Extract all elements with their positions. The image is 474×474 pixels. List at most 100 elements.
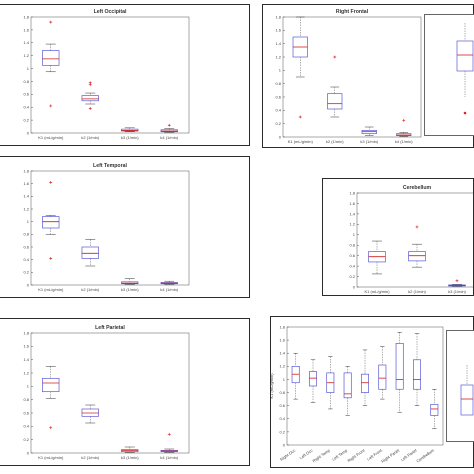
panel-left-parietal: Left Parietal 0 0.2 0.4 0.6 0.8 1 1.2 1.4 1.6 1.8 K… xyxy=(0,318,250,466)
outlier-point xyxy=(167,123,171,127)
plot-frame xyxy=(282,16,422,138)
y-tick-label: 1.2 xyxy=(349,222,355,227)
y-tick-label: 1.4 xyxy=(23,194,29,199)
y-tick-label: 0.8 xyxy=(279,390,285,395)
outlier-point xyxy=(88,107,92,110)
x-tick-label: K1 (mL/g/min) xyxy=(38,287,64,292)
chart-title: Left Temporal xyxy=(93,163,127,169)
y-tick-label: 0.8 xyxy=(23,79,29,84)
y-tick-label: 1 xyxy=(27,219,30,224)
outlier-point xyxy=(298,115,302,119)
box-iqr xyxy=(309,371,317,387)
y-tick-label: 0 xyxy=(27,450,30,455)
y-tick-label: 1.8 xyxy=(279,324,285,329)
chart-title: Left Occipital xyxy=(94,9,127,15)
y-tick-label: 0 xyxy=(27,282,30,287)
box-iqr xyxy=(42,50,60,66)
box-iqr xyxy=(81,246,99,259)
panel-cerebellum: Cerebellum 0 0.2 0.4 0.6 0.8 1 1.2 1.4 1.6 1.8 K1 (… xyxy=(322,178,474,296)
y-tick-label: 1.4 xyxy=(349,211,355,216)
panel-left-occipital: Left Occipital 0 0.2 0.4 0.6 0.8 1 1.2 1.4 1.6 1.8… xyxy=(0,4,250,146)
x-tick-label: k4 (1/min) xyxy=(160,455,178,460)
y-tick-label: 0.2 xyxy=(23,118,29,123)
chart-left-occipital: Left Occipital 0 0.2 0.4 0.6 0.8 1 1.2 1.4 1.6 1.8… xyxy=(23,9,190,140)
x-tick-label: Right Front xyxy=(346,447,366,463)
x-tick-label: Cerebellum xyxy=(415,447,435,463)
x-tick-label: k2 (1/min) xyxy=(81,287,99,292)
y-tick-label: 1 xyxy=(27,384,30,389)
y-tick-label: 1.6 xyxy=(23,181,29,186)
panel-k1-regions: 0 0.2 0.4 0.6 0.8 1 1.2 1.4 1.6 1.8 K1 (mL/g/min) R… xyxy=(270,316,474,468)
y-tick-label: 1.6 xyxy=(349,201,355,206)
chart-title: Cerebellum xyxy=(403,185,432,191)
chart-cerebellum: Cerebellum 0 0.2 0.4 0.6 0.8 1 1.2 1.4 1.6 1.8 K1 (… xyxy=(349,185,473,294)
y-tick-label: 1.4 xyxy=(23,357,29,362)
peek-plot-top-right xyxy=(424,14,474,136)
x-tick-label: k4 (1/min) xyxy=(160,135,178,140)
y-tick-label: 1 xyxy=(283,377,286,382)
plot-frame xyxy=(30,332,190,454)
outlier-point xyxy=(49,20,53,24)
y-tick-label: 0.8 xyxy=(349,243,355,248)
y-tick-label: 0.8 xyxy=(23,397,29,402)
peek-outlier xyxy=(463,111,467,115)
x-tick-label: k2 (1/min) xyxy=(81,455,99,460)
x-tick-label: K1 (mL/g/min) xyxy=(364,289,390,294)
outlier-point xyxy=(455,279,459,283)
y-axis-label: K1 (mL/g/min) xyxy=(271,373,274,399)
x-tick-label: k3 (1/min) xyxy=(360,139,378,144)
outlier-point xyxy=(49,426,53,430)
x-tick-label: K1 (mL/g/min) xyxy=(38,135,64,140)
y-tick-label: 1.2 xyxy=(275,54,281,59)
box-iqr xyxy=(430,404,439,416)
y-tick-label: 1.2 xyxy=(23,53,29,58)
y-tick-label: 1.8 xyxy=(275,14,281,19)
y-tick-label: 1 xyxy=(353,232,356,237)
y-tick-label: 1.8 xyxy=(23,14,29,19)
x-tick-label: Right Temp xyxy=(312,447,332,463)
y-tick-label: 1.4 xyxy=(23,40,29,45)
outlier-point xyxy=(167,432,171,436)
y-tick-label: 0.4 xyxy=(23,105,29,110)
chart-right-frontal: Right Frontal 0 0.2 0.4 0.6 0.8 1 1.2 1.4 1.6 1.8 K… xyxy=(275,9,422,144)
x-tick-label: Right Occ xyxy=(279,448,296,462)
box-iqr xyxy=(361,373,369,393)
y-tick-label: 0.2 xyxy=(23,437,29,442)
x-tick-label: k2 (1/min) xyxy=(408,289,426,294)
x-tick-label: k3 (1/min) xyxy=(121,287,139,292)
y-tick-label: 1 xyxy=(279,68,282,73)
x-tick-label: k2 (1/min) xyxy=(326,139,344,144)
chart-k1-regions: 0 0.2 0.4 0.6 0.8 1 1.2 1.4 1.6 1.8 K1 (mL/g/min) R… xyxy=(271,324,444,464)
chart-left-parietal: Left Parietal 0 0.2 0.4 0.6 0.8 1 1.2 1.4 1.6 1.8 K… xyxy=(23,325,190,460)
outlier-point xyxy=(49,181,53,184)
x-tick-label: k3 (1/min) xyxy=(121,455,139,460)
panel-left-temporal: Left Temporal 0 0.2 0.4 0.6 0.8 1 1.2 1.4 1.6 1.8 K… xyxy=(0,156,250,298)
plot-frame xyxy=(30,16,190,134)
y-tick-label: 1.2 xyxy=(279,364,285,369)
y-tick-label: 1.2 xyxy=(23,370,29,375)
box-iqr xyxy=(42,216,60,229)
peek-plot-bottom-right xyxy=(446,330,474,442)
y-tick-label: 0.2 xyxy=(349,274,355,279)
outlier-point xyxy=(49,104,53,108)
y-tick-label: 0.2 xyxy=(23,270,29,275)
peek-plot-top-right-svg xyxy=(456,23,474,115)
y-tick-label: 0 xyxy=(279,134,282,139)
y-tick-label: 0.2 xyxy=(275,121,281,126)
plot-frame xyxy=(30,170,190,286)
y-tick-label: 1.8 xyxy=(23,168,29,173)
y-tick-label: 0.4 xyxy=(23,257,29,262)
y-tick-label: 1.6 xyxy=(275,28,281,33)
y-tick-label: 0.6 xyxy=(23,244,29,249)
y-tick-label: 1.2 xyxy=(23,206,29,211)
y-tick-label: 0.8 xyxy=(275,81,281,86)
x-tick-label: K1 (mL/g/min) xyxy=(38,455,64,460)
y-tick-label: 0.8 xyxy=(23,232,29,237)
x-tick-label: k2 (1/min) xyxy=(81,135,99,140)
peek-plot-bottom-right-svg xyxy=(460,365,474,416)
y-tick-label: 0.6 xyxy=(23,92,29,97)
x-tick-label: k3 (1/min) xyxy=(121,135,139,140)
box-iqr xyxy=(378,364,387,390)
y-tick-label: 0.6 xyxy=(279,403,285,408)
box-iqr xyxy=(408,251,426,262)
